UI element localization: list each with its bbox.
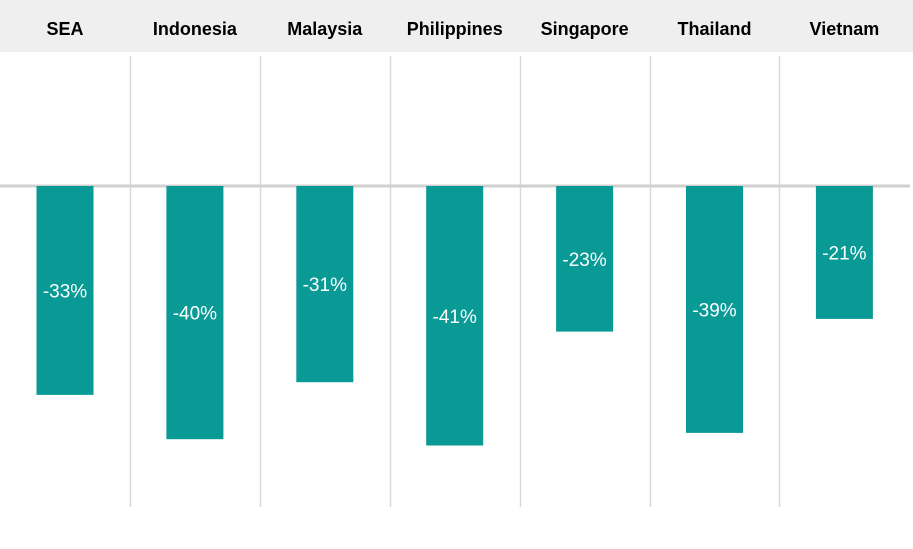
category-label-singapore: Singapore bbox=[541, 19, 629, 39]
bar-singapore bbox=[556, 186, 614, 332]
bar-malaysia bbox=[296, 186, 354, 383]
value-label-philippines: -41% bbox=[433, 307, 477, 328]
bar-vietnam bbox=[815, 186, 873, 319]
value-labels: -33% -40% -31% -41% -23% -39% -21% bbox=[43, 244, 867, 328]
bars-group bbox=[36, 186, 873, 446]
value-label-thailand: -39% bbox=[692, 300, 736, 321]
bar-philippines bbox=[426, 186, 484, 446]
value-label-malaysia: -31% bbox=[303, 275, 347, 296]
value-label-indonesia: -40% bbox=[173, 304, 217, 325]
value-label-singapore: -23% bbox=[562, 250, 606, 271]
value-label-sea: -33% bbox=[43, 281, 87, 302]
category-label-indonesia: Indonesia bbox=[153, 19, 238, 39]
category-label-sea: SEA bbox=[46, 19, 83, 39]
category-label-malaysia: Malaysia bbox=[287, 19, 363, 39]
bar-thailand bbox=[686, 186, 743, 433]
category-labels: SEA Indonesia Malaysia Philippines Singapore… bbox=[46, 19, 879, 39]
bar-sea bbox=[36, 186, 94, 395]
value-label-vietnam: -21% bbox=[822, 244, 866, 265]
category-label-thailand: Thailand bbox=[677, 19, 751, 39]
category-label-philippines: Philippines bbox=[407, 19, 503, 39]
category-label-vietnam: Vietnam bbox=[810, 19, 880, 39]
bar-indonesia bbox=[166, 186, 224, 440]
category-header-band bbox=[0, 0, 913, 52]
column-dividers bbox=[129, 56, 781, 507]
